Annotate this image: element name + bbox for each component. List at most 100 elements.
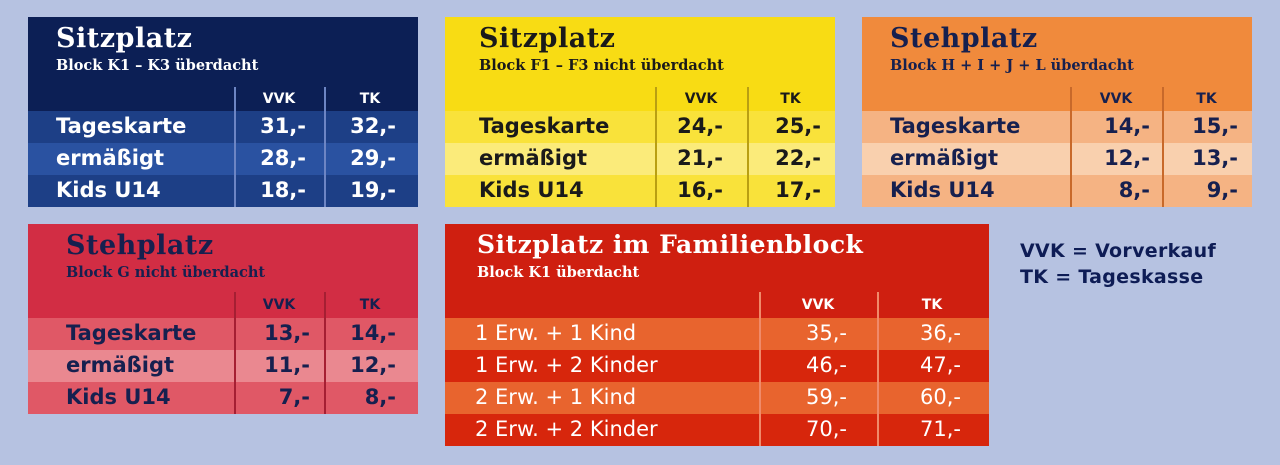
column-header-vvk: VVK: [262, 91, 296, 107]
column-header-tk: TK: [921, 297, 943, 313]
row-label: ermäßigt: [890, 146, 999, 170]
table-row: Kids U14 7,- 8,-: [28, 382, 418, 414]
price-card-familienblock: Sitzplatz im Familienblock Block K1 über…: [445, 224, 989, 446]
card-title: Sitzplatz: [479, 23, 616, 54]
column-header-tk: TK: [359, 91, 381, 107]
price-tk: 25,-: [775, 114, 821, 138]
card-header: Sitzplatz Block K1 – K3 überdacht: [28, 17, 418, 87]
column-divider: [324, 87, 326, 207]
legend-tk: TK = Tageskasse: [1020, 266, 1204, 288]
row-label: Kids U14: [66, 385, 171, 409]
table-row: Tageskarte 14,- 15,-: [862, 111, 1252, 143]
column-header-tk: TK: [1196, 91, 1217, 107]
price-card-sitzplatz-k: Sitzplatz Block K1 – K3 überdacht VVK TK…: [28, 17, 418, 207]
column-divider: [759, 292, 761, 446]
row-label: Tageskarte: [890, 114, 1021, 138]
price-vvk: 31,-: [260, 114, 306, 138]
price-tk: 12,-: [350, 353, 396, 377]
price-tk: 22,-: [775, 146, 821, 170]
row-label: Kids U14: [890, 178, 995, 202]
column-header-row: VVK TK: [28, 87, 418, 111]
card-title: Sitzplatz: [56, 23, 193, 54]
card-subtitle: Block F1 – F3 nicht überdacht: [479, 57, 724, 74]
price-vvk: 12,-: [1104, 146, 1150, 170]
table-row: 1 Erw. + 2 Kinder 46,- 47,-: [445, 350, 989, 382]
table-row: Tageskarte 24,- 25,-: [445, 111, 835, 143]
column-header-row: VVK TK: [445, 292, 989, 318]
legend-vvk: VVK = Vorverkauf: [1020, 240, 1217, 262]
price-vvk: 7,-: [278, 385, 310, 409]
table-row: ermäßigt 28,- 29,-: [28, 143, 418, 175]
column-divider: [324, 292, 326, 414]
column-divider: [877, 292, 879, 446]
row-label: Tageskarte: [479, 114, 610, 138]
price-vvk: 14,-: [1104, 114, 1150, 138]
row-label: Tageskarte: [56, 114, 187, 138]
column-header-row: VVK TK: [28, 292, 418, 318]
row-label: 1 Erw. + 1 Kind: [475, 321, 637, 345]
table-row: Tageskarte 31,- 32,-: [28, 111, 418, 143]
column-header-vvk: VVK: [1099, 91, 1133, 107]
price-vvk: 21,-: [677, 146, 723, 170]
price-tk: 29,-: [350, 146, 396, 170]
price-card-stehplatz-g: Stehplatz Block G nicht überdacht VVK TK…: [28, 224, 418, 414]
price-vvk: 70,-: [806, 417, 847, 441]
price-vvk: 59,-: [806, 385, 847, 409]
column-header-vvk: VVK: [684, 91, 718, 107]
price-tk: 14,-: [350, 321, 396, 345]
column-header-row: VVK TK: [862, 87, 1252, 111]
price-card-stehplatz-h: Stehplatz Block H + I + J + L überdacht …: [862, 17, 1252, 207]
column-header-tk: TK: [359, 297, 381, 313]
row-label: 2 Erw. + 1 Kind: [475, 385, 637, 409]
row-label: 1 Erw. + 2 Kinder: [475, 353, 658, 377]
table-row: 1 Erw. + 1 Kind 35,- 36,-: [445, 318, 989, 350]
table-row: ermäßigt 21,- 22,-: [445, 143, 835, 175]
column-divider: [747, 87, 749, 207]
price-vvk: 46,-: [806, 353, 847, 377]
column-header-tk: TK: [780, 91, 801, 107]
price-tk: 36,-: [920, 321, 961, 345]
row-label: Tageskarte: [66, 321, 197, 345]
card-header: Sitzplatz im Familienblock Block K1 über…: [445, 224, 989, 292]
column-divider: [1070, 87, 1072, 207]
row-label: ermäßigt: [479, 146, 588, 170]
card-title: Stehplatz: [66, 230, 214, 261]
price-vvk: 35,-: [806, 321, 847, 345]
price-vvk: 28,-: [260, 146, 306, 170]
price-tk: 17,-: [775, 178, 821, 202]
card-subtitle: Block K1 überdacht: [477, 264, 640, 281]
row-label: Kids U14: [479, 178, 584, 202]
row-label: 2 Erw. + 2 Kinder: [475, 417, 658, 441]
price-vvk: 24,-: [677, 114, 723, 138]
card-header: Stehplatz Block G nicht überdacht: [28, 224, 418, 292]
price-vvk: 18,-: [260, 178, 306, 202]
table-row: Kids U14 18,- 19,-: [28, 175, 418, 207]
card-header: Stehplatz Block H + I + J + L überdacht: [862, 17, 1252, 87]
card-subtitle: Block H + I + J + L überdacht: [890, 57, 1134, 74]
card-subtitle: Block G nicht überdacht: [66, 264, 266, 281]
price-tk: 47,-: [920, 353, 961, 377]
card-title: Stehplatz: [890, 23, 1038, 54]
column-divider: [655, 87, 657, 207]
price-tk: 15,-: [1192, 114, 1238, 138]
price-tk: 32,-: [350, 114, 396, 138]
price-tk: 9,-: [1206, 178, 1238, 202]
row-label: ermäßigt: [66, 353, 175, 377]
price-vvk: 16,-: [677, 178, 723, 202]
price-vvk: 13,-: [264, 321, 310, 345]
price-tk: 71,-: [920, 417, 961, 441]
price-card-sitzplatz-f: Sitzplatz Block F1 – F3 nicht überdacht …: [445, 17, 835, 207]
table-row: 2 Erw. + 2 Kinder 70,- 71,-: [445, 414, 989, 446]
row-label: ermäßigt: [56, 146, 165, 170]
table-row: Kids U14 8,- 9,-: [862, 175, 1252, 207]
card-header: Sitzplatz Block F1 – F3 nicht überdacht: [445, 17, 835, 87]
price-vvk: 11,-: [264, 353, 310, 377]
column-header-row: VVK TK: [445, 87, 835, 111]
table-row: Kids U14 16,- 17,-: [445, 175, 835, 207]
row-label: Kids U14: [56, 178, 161, 202]
table-row: ermäßigt 11,- 12,-: [28, 350, 418, 382]
column-divider: [1162, 87, 1164, 207]
column-divider: [234, 292, 236, 414]
price-vvk: 8,-: [1118, 178, 1150, 202]
table-row: Tageskarte 13,- 14,-: [28, 318, 418, 350]
